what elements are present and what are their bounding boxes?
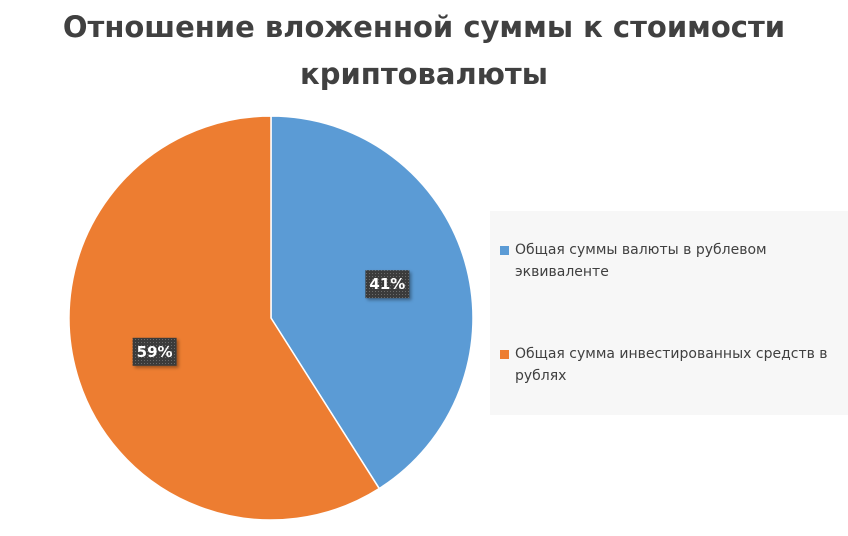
data-label-currency-value: 41% <box>365 270 410 299</box>
legend-item-currency-value: Общая суммы валюты в рублевом эквивалент… <box>500 239 840 283</box>
legend-label-currency-value: Общая суммы валюты в рублевом эквивалент… <box>515 242 767 280</box>
legend-label-invested-amount: Общая сумма инвестированных средств в ру… <box>515 346 828 384</box>
legend-swatch-orange <box>500 350 509 359</box>
legend: Общая суммы валюты в рублевом эквивалент… <box>490 211 848 415</box>
pie-slice-invested-amount <box>68 115 381 521</box>
data-label-invested-amount: 59% <box>132 337 177 366</box>
chart-title: Отношение вложенной суммы к стоимости кр… <box>62 10 786 91</box>
legend-swatch-blue <box>500 246 509 255</box>
pie-slice-currency-value <box>270 115 474 490</box>
data-label-text: 59% <box>137 343 173 361</box>
data-label-text: 41% <box>369 275 405 293</box>
legend-item-invested-amount: Общая сумма инвестированных средств в ру… <box>500 343 840 387</box>
